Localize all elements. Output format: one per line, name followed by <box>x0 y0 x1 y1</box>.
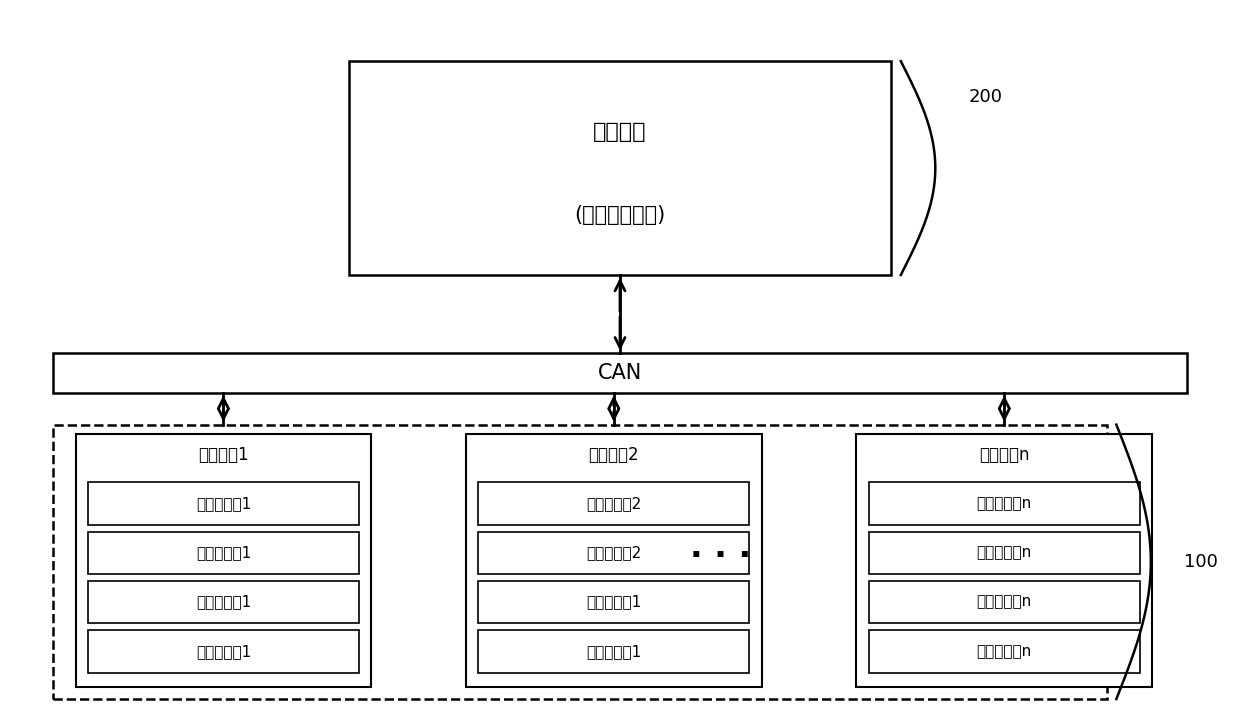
FancyBboxPatch shape <box>869 531 1140 575</box>
FancyBboxPatch shape <box>857 434 1152 687</box>
FancyBboxPatch shape <box>88 531 358 575</box>
FancyBboxPatch shape <box>88 630 358 673</box>
Text: 200: 200 <box>968 88 1003 106</box>
Text: 位置传感器1: 位置传感器1 <box>196 545 250 560</box>
Text: 柔性关节2: 柔性关节2 <box>589 446 639 464</box>
FancyBboxPatch shape <box>53 353 1187 392</box>
Text: 关节控制器2: 关节控制器2 <box>587 496 641 511</box>
FancyBboxPatch shape <box>348 61 892 275</box>
FancyBboxPatch shape <box>479 531 749 575</box>
Text: 主控制器: 主控制器 <box>593 122 647 142</box>
FancyBboxPatch shape <box>88 580 358 624</box>
FancyBboxPatch shape <box>479 482 749 525</box>
FancyBboxPatch shape <box>869 630 1140 673</box>
Text: 力矩传感器n: 力矩传感器n <box>977 644 1032 659</box>
Text: (零力控制算法): (零力控制算法) <box>574 205 666 225</box>
Text: 速度传感器n: 速度传感器n <box>977 595 1032 609</box>
FancyBboxPatch shape <box>466 434 761 687</box>
Text: 位置传感器2: 位置传感器2 <box>587 545 641 560</box>
FancyBboxPatch shape <box>479 630 749 673</box>
FancyBboxPatch shape <box>479 580 749 624</box>
Text: 力矩传感器1: 力矩传感器1 <box>587 644 641 659</box>
FancyBboxPatch shape <box>869 580 1140 624</box>
Text: 关节控制器1: 关节控制器1 <box>196 496 250 511</box>
Text: · · ·: · · · <box>691 540 751 573</box>
Text: 柔性关节1: 柔性关节1 <box>198 446 249 464</box>
FancyBboxPatch shape <box>76 434 371 687</box>
FancyBboxPatch shape <box>869 482 1140 525</box>
Text: 位置传感器n: 位置传感器n <box>977 545 1032 560</box>
Text: CAN: CAN <box>598 363 642 383</box>
Text: 柔性关节n: 柔性关节n <box>980 446 1029 464</box>
Text: 速度传感器1: 速度传感器1 <box>196 595 250 609</box>
Text: 速度传感器1: 速度传感器1 <box>587 595 641 609</box>
Text: 力矩传感器1: 力矩传感器1 <box>196 644 250 659</box>
Text: 关节控制器n: 关节控制器n <box>977 496 1032 511</box>
FancyBboxPatch shape <box>88 482 358 525</box>
Text: 100: 100 <box>1184 553 1218 571</box>
